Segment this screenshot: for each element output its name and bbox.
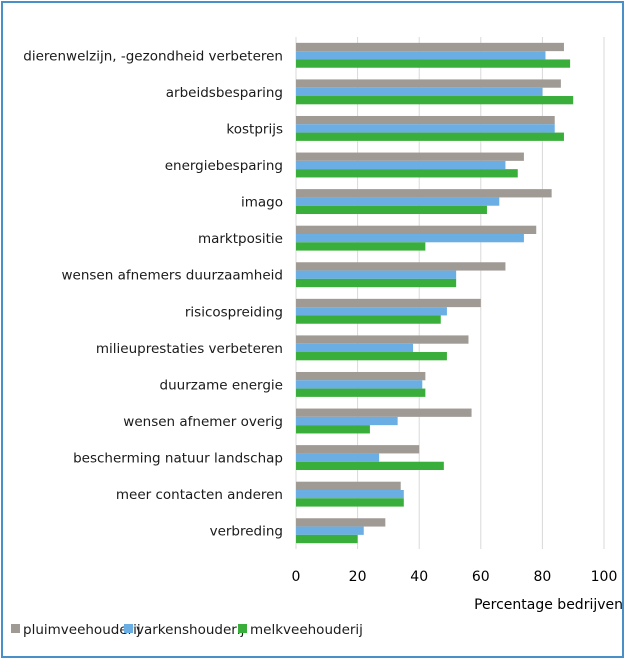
- bar-melkveehouderij-12: [296, 498, 404, 507]
- bar-chart: dierenwelzijn, -gezondheid verbeteren arb…: [11, 37, 623, 638]
- category-label: kostprijs: [226, 121, 283, 137]
- category-label: dierenwelzijn, -gezondheid verbeteren: [23, 48, 283, 64]
- legend-swatch: [238, 624, 247, 633]
- bar-pluimveehouderij-9: [296, 371, 426, 381]
- x-tick-label: 40: [410, 569, 428, 585]
- bar-varkenshouderij-5: [296, 233, 524, 243]
- bar-varkenshouderij-6: [296, 270, 457, 279]
- bar-varkenshouderij-10: [296, 416, 398, 426]
- bar-varkenshouderij-1: [296, 87, 543, 97]
- category-label: marktpositie: [198, 231, 283, 247]
- bar-varkenshouderij-13: [296, 526, 364, 535]
- bar-melkveehouderij-0: [296, 59, 571, 68]
- bar-varkenshouderij-4: [296, 197, 500, 206]
- bar-melkveehouderij-13: [296, 534, 358, 544]
- legend-label: melkveehouderij: [250, 622, 363, 638]
- legend-label: pluimveehouderij: [23, 622, 141, 638]
- x-tick-labels: 0 20 40 60 80 100: [292, 569, 618, 585]
- legend-swatch: [11, 624, 20, 633]
- bar-pluimveehouderij-5: [296, 225, 537, 234]
- category-label: energiebesparing: [165, 158, 283, 174]
- bar-pluimveehouderij-3: [296, 152, 524, 161]
- bar-pluimveehouderij-1: [296, 79, 561, 88]
- category-label: meer contacten anderen: [116, 487, 283, 503]
- category-label: wensen afnemers duurzaamheid: [61, 268, 283, 284]
- bar-melkveehouderij-3: [296, 169, 518, 178]
- bar-pluimveehouderij-11: [296, 445, 420, 454]
- bar-varkenshouderij-0: [296, 51, 546, 60]
- bar-melkveehouderij-6: [296, 278, 457, 288]
- category-label: verbreding: [210, 524, 283, 540]
- bar-melkveehouderij-10: [296, 425, 370, 434]
- bar-melkveehouderij-8: [296, 352, 447, 361]
- x-tick-label: 20: [349, 569, 367, 585]
- x-tick-label: 100: [591, 569, 618, 585]
- legend-item-melkveehouderij: melkveehouderij: [238, 622, 363, 638]
- x-tick-label: 60: [472, 569, 490, 585]
- category-label: imago: [241, 195, 283, 211]
- bar-varkenshouderij-3: [296, 160, 506, 170]
- category-labels: dierenwelzijn, -gezondheid verbeteren arb…: [23, 48, 283, 539]
- legend-item-varkenshouderij: varkenshouderij: [124, 622, 244, 638]
- bar-melkveehouderij-1: [296, 96, 574, 105]
- bars: [296, 42, 574, 544]
- bar-varkenshouderij-7: [296, 307, 447, 316]
- bar-melkveehouderij-9: [296, 388, 426, 397]
- x-axis-title: Percentage bedrijven: [474, 597, 623, 613]
- bar-varkenshouderij-8: [296, 343, 414, 353]
- bar-pluimveehouderij-8: [296, 335, 469, 344]
- bar-varkenshouderij-9: [296, 380, 423, 389]
- x-tick-label: 80: [533, 569, 551, 585]
- legend-item-pluimveehouderij: pluimveehouderij: [11, 622, 141, 638]
- bar-varkenshouderij-11: [296, 453, 380, 462]
- legend-label: varkenshouderij: [136, 622, 244, 638]
- category-label: wensen afnemer overig: [123, 414, 283, 430]
- bar-varkenshouderij-2: [296, 124, 555, 133]
- category-label: duurzame energie: [160, 377, 283, 393]
- bar-pluimveehouderij-13: [296, 518, 386, 527]
- legend-swatch: [124, 624, 133, 633]
- bar-pluimveehouderij-12: [296, 481, 401, 490]
- category-label: risicospreiding: [185, 304, 283, 320]
- category-label: bescherming natuur landschap: [73, 451, 283, 467]
- bar-pluimveehouderij-6: [296, 262, 506, 271]
- bar-melkveehouderij-7: [296, 315, 441, 324]
- bar-melkveehouderij-11: [296, 461, 444, 471]
- bar-pluimveehouderij-2: [296, 115, 555, 125]
- bar-pluimveehouderij-10: [296, 408, 472, 417]
- bar-pluimveehouderij-4: [296, 189, 552, 198]
- bar-melkveehouderij-5: [296, 242, 426, 251]
- category-label: milieuprestaties verbeteren: [96, 341, 283, 357]
- bar-melkveehouderij-2: [296, 132, 564, 141]
- category-label: arbeidsbesparing: [166, 85, 283, 101]
- bar-pluimveehouderij-7: [296, 298, 481, 308]
- x-tick-label: 0: [292, 569, 301, 585]
- bar-varkenshouderij-12: [296, 489, 404, 499]
- gridlines: [295, 37, 605, 549]
- bar-pluimveehouderij-0: [296, 42, 564, 52]
- bar-melkveehouderij-4: [296, 205, 487, 215]
